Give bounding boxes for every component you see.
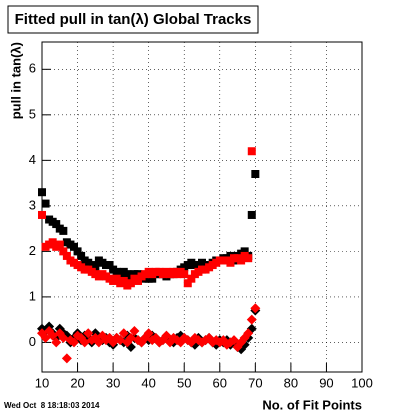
y-tick-label: 4 [29, 152, 36, 167]
y-axis-label: pull in tan(λ) [8, 42, 23, 119]
square-marker [38, 188, 46, 197]
chart-title: Fitted pull in tan(λ) Global Tracks [15, 11, 252, 28]
diamond-marker [243, 328, 254, 339]
y-tick-label: 2 [29, 243, 36, 258]
square-marker [59, 247, 68, 256]
diamond-marker [69, 337, 79, 348]
x-tick-label: 80 [284, 375, 298, 390]
square-marker [183, 279, 192, 288]
square-marker [105, 261, 114, 270]
diamond-marker [129, 326, 140, 337]
square-marker [134, 276, 142, 285]
title-box [7, 5, 259, 34]
square-marker [48, 238, 57, 247]
square-marker [77, 251, 86, 260]
y-tick-label: 1 [29, 288, 36, 303]
diamond-marker [61, 353, 72, 364]
diamond-marker [250, 303, 261, 314]
x-tick-label: 70 [248, 375, 262, 390]
diamond-marker [58, 332, 69, 343]
square-marker [247, 210, 256, 219]
y-tick-label: 3 [29, 197, 36, 212]
diamond-marker [51, 337, 62, 348]
y-tick-label: 0 [29, 334, 36, 349]
square-marker [52, 220, 61, 229]
footer: Wed Oct 8 18:18:03 2014 [4, 401, 100, 410]
square-marker [251, 170, 260, 178]
y-tick-label: 5 [29, 106, 36, 121]
square-marker [38, 210, 46, 219]
x-tick-label: 10 [35, 375, 49, 390]
x-tick-label: 50 [177, 375, 191, 390]
diamond-marker [118, 328, 129, 339]
square-marker [180, 270, 189, 279]
square-marker [112, 274, 121, 283]
x-axis-label: No. of Fit Points [262, 397, 362, 412]
diamond-marker [83, 328, 94, 339]
square-marker [119, 276, 128, 285]
square-marker [240, 247, 249, 256]
x-tick-label: 20 [70, 375, 84, 390]
square-marker [62, 251, 71, 260]
square-marker [73, 247, 82, 256]
square-marker [59, 226, 68, 235]
square-marker [41, 199, 50, 208]
square-marker [91, 263, 100, 272]
square-marker [70, 242, 78, 251]
square-marker [148, 274, 157, 283]
diamond-marker [143, 328, 154, 339]
x-tick-label: 100 [351, 375, 373, 390]
x-tick-label: 40 [141, 375, 155, 390]
diamond-marker [246, 314, 257, 325]
x-tick-label: 90 [319, 375, 333, 390]
square-marker [226, 258, 235, 267]
x-tick-label: 60 [213, 375, 227, 390]
y-tick-label: 6 [29, 61, 36, 76]
square-marker [237, 256, 246, 265]
square-marker [247, 147, 256, 156]
square-marker [55, 240, 64, 249]
square-marker [244, 254, 253, 263]
x-tick-label: 30 [106, 375, 120, 390]
square-marker [187, 274, 196, 283]
square-marker [126, 279, 135, 288]
